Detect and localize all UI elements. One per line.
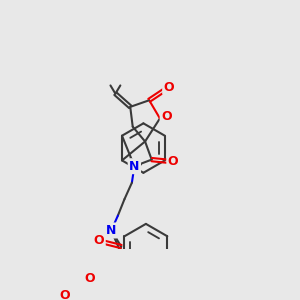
Text: O: O xyxy=(59,289,70,300)
Text: N: N xyxy=(106,224,116,237)
Text: O: O xyxy=(94,234,104,247)
Text: O: O xyxy=(85,272,95,285)
Text: O: O xyxy=(168,155,178,168)
Text: O: O xyxy=(161,110,172,123)
Text: O: O xyxy=(164,81,174,94)
Text: N: N xyxy=(129,160,140,173)
